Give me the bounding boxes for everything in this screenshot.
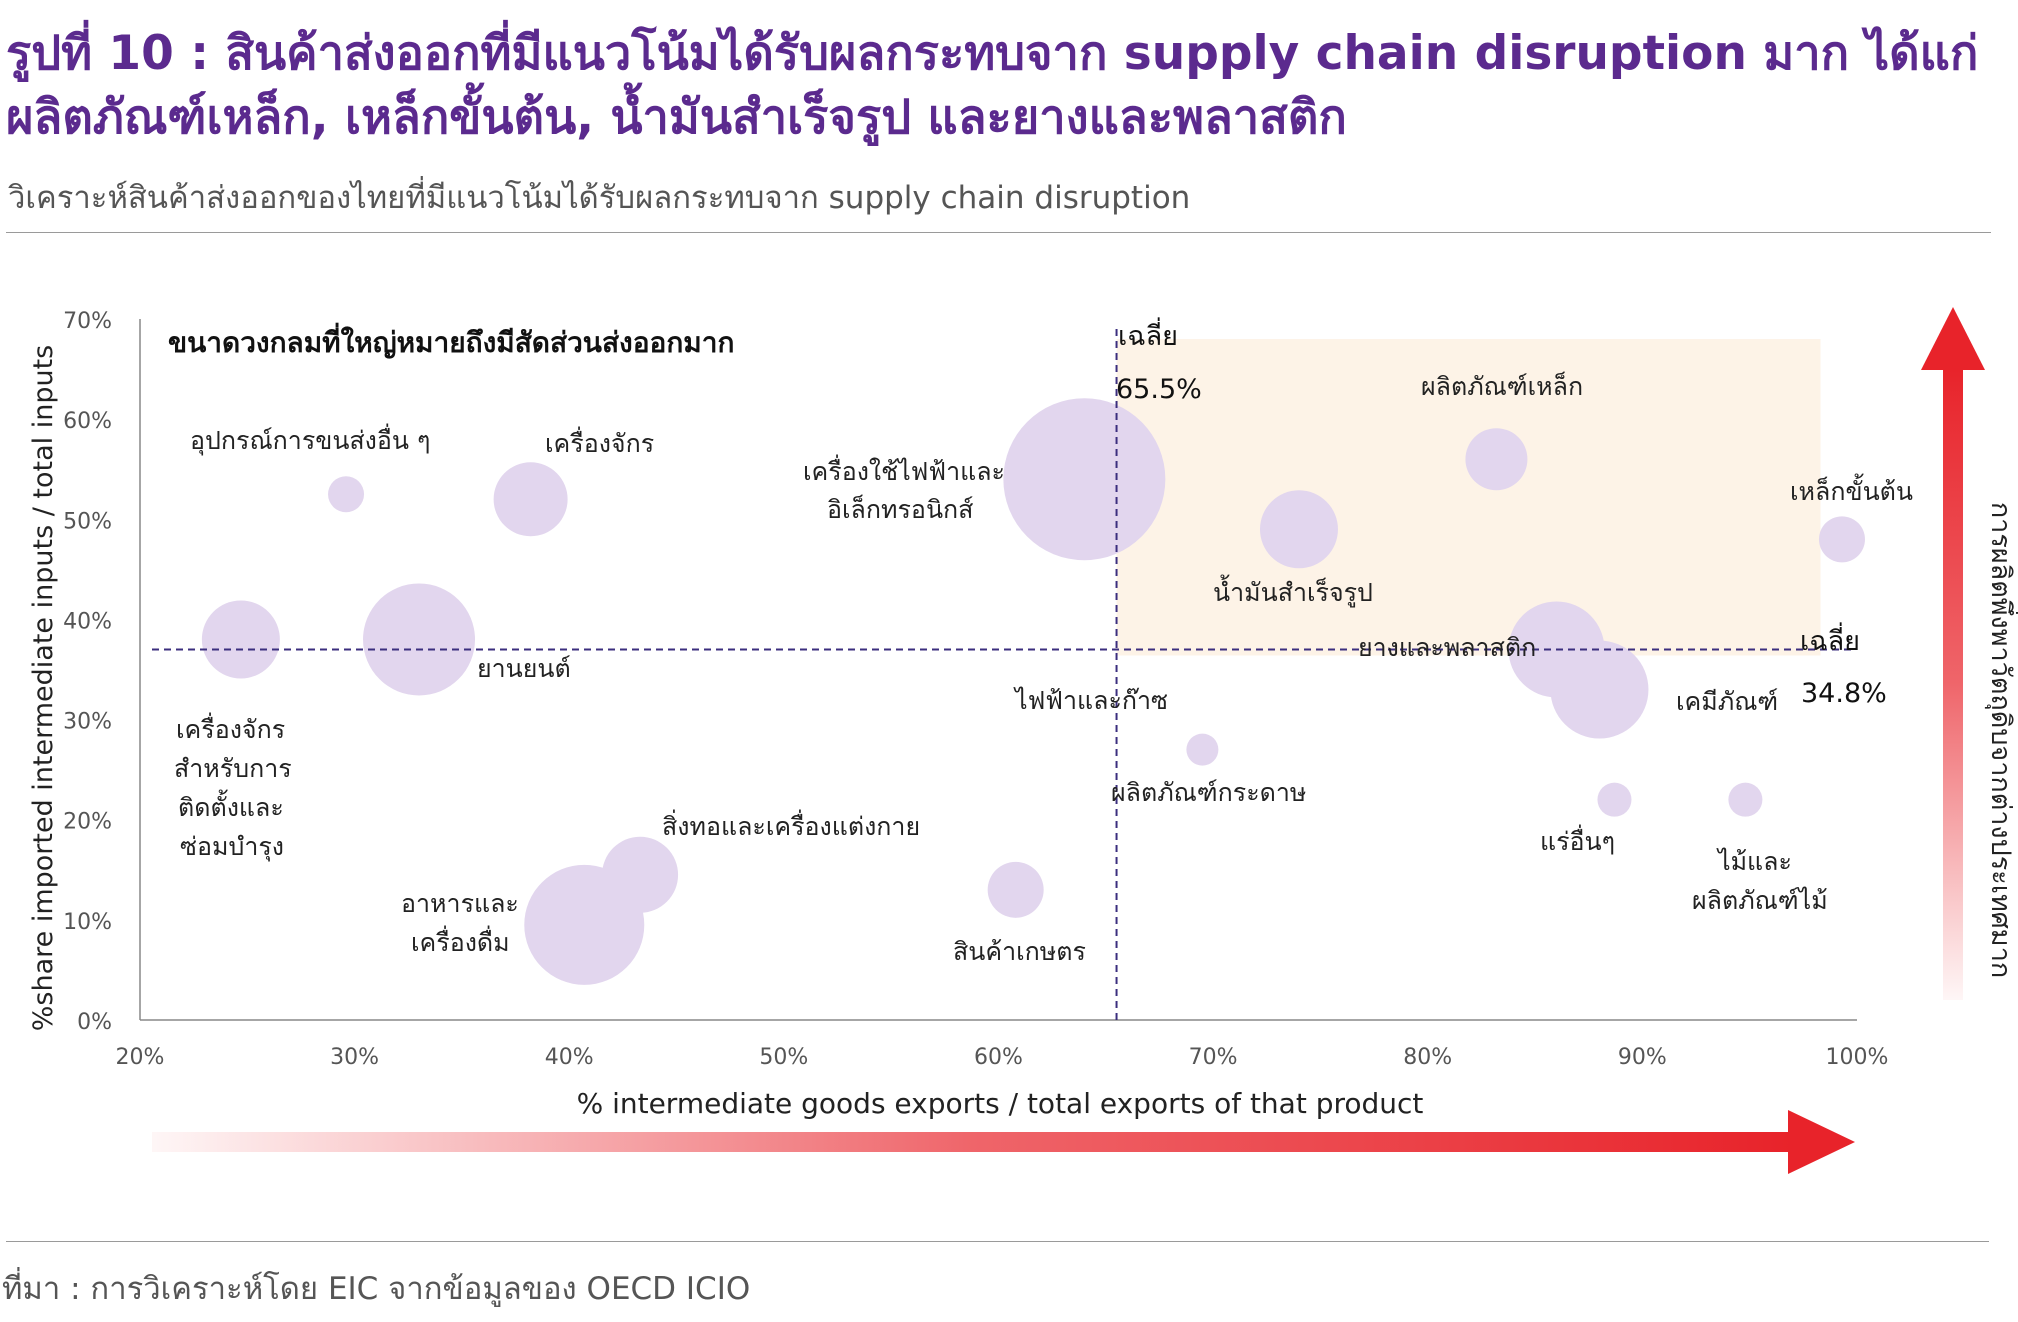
highlight-quadrant [1116, 339, 1821, 656]
bubble [524, 864, 645, 985]
y-tick-labels: 0% 10% 20% 30% 40% 50% 60% 70% [63, 309, 112, 1035]
x-tick-label: 80% [1403, 1045, 1452, 1070]
bubble-label: เครื่องใช้ไฟฟ้าและอิเล็กทรอนิกส์ [803, 454, 1005, 524]
bubble-label: น้ำมันสำเร็จรูป [1213, 574, 1373, 608]
bubble [1003, 398, 1166, 561]
bubble-label: ไม้และผลิตภัณฑ์ไม้ [1692, 847, 1828, 915]
bubble [1465, 428, 1528, 491]
x-tick-label: 40% [545, 1045, 594, 1070]
bubble-label: อุปกรณ์การขนส่งอื่น ๆ [190, 423, 430, 456]
bubble [363, 583, 476, 696]
bubble [1597, 782, 1632, 817]
x-axis-label: % intermediate goods exports / total exp… [577, 1087, 1424, 1120]
bubble-label: เคมีภัณฑ์ [1676, 687, 1778, 716]
avg-x-label: เฉลี่ย [1118, 317, 1178, 352]
page-subtitle: วิเคราะห์สินค้าส่งออกของไทยที่มีแนวโน้มไ… [8, 180, 1191, 216]
bottom-divider [6, 1241, 1989, 1242]
bubble [1259, 490, 1338, 569]
x-tick-label: 30% [330, 1045, 379, 1070]
bubble-label: เหล็กขั้นต้น [1790, 473, 1913, 506]
y-tick-label: 30% [63, 710, 112, 735]
source-note: ที่มา : การวิเคราะห์โดย EIC จากข้อมูลของ… [2, 1271, 751, 1307]
avg-y-label: เฉลี่ย [1800, 622, 1860, 657]
y-direction-arrow-head [1921, 307, 1985, 370]
bubble [328, 476, 365, 513]
y-tick-label: 10% [63, 910, 112, 935]
bubble-label: ผลิตภัณฑ์เหล็ก [1421, 371, 1583, 401]
y-tick-label: 0% [77, 1010, 112, 1035]
bubble-series [201, 398, 1865, 985]
bubble [493, 462, 568, 537]
bubble [1550, 640, 1649, 739]
y-direction-arrow-shaft [1943, 365, 1963, 1000]
y-tick-label: 70% [63, 309, 112, 334]
top-divider [6, 232, 1991, 233]
bubble-label: เครื่องจักร [545, 426, 654, 458]
y-axis-label: %share imported intermediate inputs / to… [28, 345, 59, 1032]
page-title: รูปที่ 10 : สินค้าส่งออกที่มีแนวโน้มได้ร… [6, 26, 1979, 145]
x-tick-label: 90% [1618, 1045, 1667, 1070]
bubble-label: เครื่องจักรสำหรับการติดตั้งและซ่อมบำรุง [174, 712, 292, 862]
avg-x-value: 65.5% [1116, 374, 1202, 405]
y-tick-label: 40% [63, 609, 112, 634]
y-tick-label: 50% [63, 509, 112, 534]
bubble [201, 600, 280, 679]
x-tick-label: 50% [759, 1045, 808, 1070]
bubble [1186, 733, 1219, 766]
bubble-label: อาหารและเครื่องดื่ม [401, 889, 519, 957]
bubble-label: ยานยนต์ [477, 654, 571, 683]
bubble [1728, 782, 1763, 817]
bubble-label: สินค้าเกษตร [953, 937, 1086, 966]
bubble [1818, 516, 1865, 563]
x-tick-labels: 20% 30% 40% 50% 60% 70% 80% 90% 100% [116, 1045, 1889, 1070]
x-direction-arrow-shaft [152, 1132, 1792, 1152]
x-tick-label: 70% [1189, 1045, 1238, 1070]
y-tick-label: 60% [63, 409, 112, 434]
x-tick-label: 20% [116, 1045, 165, 1070]
bubble-size-note: ขนาดวงกลมที่ใหญ่หมายถึงมีสัดส่วนส่งออกมา… [168, 322, 734, 359]
x-tick-label: 100% [1826, 1045, 1889, 1070]
bubble [987, 861, 1044, 918]
bubble-label: แร่อื่นๆ [1540, 824, 1615, 856]
y-tick-label: 20% [63, 810, 112, 835]
right-axis-label: การผลิตพึ่งพาวัตถุดิบจากต่างประเทศมาก [1984, 502, 2018, 978]
bubble-label: ยางและพลาสติก [1358, 633, 1536, 662]
x-direction-arrow-head [1788, 1110, 1855, 1174]
bubble-label: ผลิตภัณฑ์กระดาษ [1111, 778, 1306, 807]
bubble-label: สิ่งทอและเครื่องแต่งกาย [662, 809, 920, 841]
avg-y-value: 34.8% [1801, 678, 1887, 709]
x-tick-label: 60% [974, 1045, 1023, 1070]
bubble-labels: อุปกรณ์การขนส่งอื่น ๆ เครื่องจักรเครื่องจ… [174, 371, 1913, 966]
bubble-label: ไฟฟ้าและก๊าซ [1013, 686, 1168, 715]
